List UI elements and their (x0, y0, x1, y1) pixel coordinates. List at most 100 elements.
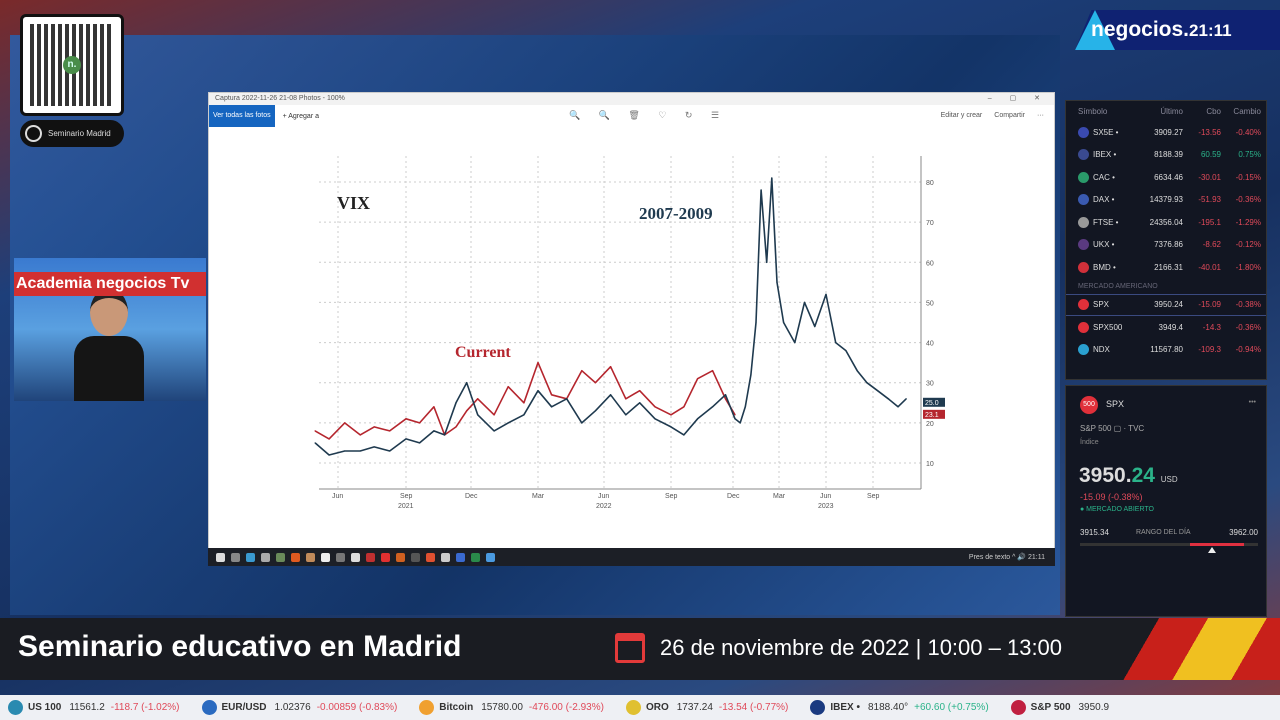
y-tick-label: 10 (926, 461, 934, 468)
data-point (328, 438, 330, 440)
phone-icon (25, 125, 42, 142)
watchlist-row[interactable]: UKX • 7376.86 -8.62 -0.12% (1066, 234, 1266, 257)
window-controls[interactable]: – ▢ ✕ (987, 95, 1048, 102)
vix-chart: 10 20 30 40 50 60 70 80 Jun Sep Dec Mar Jun Sep Dec Mar… (314, 156, 945, 510)
data-point (594, 410, 596, 412)
app-icon[interactable] (426, 552, 435, 562)
watchlist-row[interactable]: CAC • 6634.46 -30.01 -0.15% (1066, 166, 1266, 189)
brand: negocios. (1091, 18, 1190, 41)
more-button[interactable]: ··· (1037, 112, 1044, 119)
app-icon[interactable] (381, 552, 390, 562)
change: -195.1 (1198, 217, 1221, 227)
asset-value: 15780.00 (481, 702, 523, 713)
data-point (639, 390, 641, 392)
data-point (455, 402, 457, 404)
y-tick-label: 30 (926, 381, 934, 388)
asset-name: US 100 (28, 702, 62, 713)
edit-create-button[interactable]: Editar y crear (940, 112, 983, 119)
ticker-item[interactable]: IBEX • 8188.40° +60.60 (+0.75%) (810, 700, 989, 715)
share-button[interactable]: Compartir (994, 112, 1025, 119)
watchlist-row[interactable]: SPX 3950.24 -15.09 -0.38% (1066, 293, 1266, 316)
x-tick-label: Sep (867, 493, 880, 500)
chart-title: VIX (337, 193, 370, 213)
watchlist-row[interactable]: IBEX • 8188.39 60.59 0.75% (1066, 144, 1266, 167)
app-icon[interactable] (336, 552, 345, 562)
watchlist-row[interactable]: SX5E • 3909.27 -13.56 -0.40% (1066, 121, 1266, 144)
day-low: 3915.34 (1080, 528, 1109, 537)
data-point (405, 418, 407, 420)
app-icon[interactable] (276, 552, 285, 562)
add-to-button[interactable]: + Agregar a (282, 112, 319, 120)
last-price: 11567.80 (1150, 345, 1183, 355)
watchlist-row[interactable]: SPX500 3949.4 -14.3 -0.36% (1066, 316, 1266, 339)
taskbar: Pres de texto ^ 🔊 21:11 (208, 548, 1055, 566)
app-icon[interactable] (366, 552, 375, 562)
clock: 21:11 (1189, 21, 1232, 40)
app-icon[interactable] (321, 552, 330, 562)
ticker-item[interactable]: ORO 1737.24 -13.54 (-0.77%) (625, 700, 788, 715)
asset-change: -476.00 (-2.93%) (528, 702, 604, 713)
col-symbol[interactable]: Símbolo (1078, 106, 1108, 116)
watchlist-header: Símbolo Último Cbo Cambio (1066, 101, 1266, 121)
symbol: SPX500 (1093, 322, 1123, 332)
watchlist-row[interactable]: NDX 11567.80 -109.3 -0.94% (1066, 339, 1266, 362)
app-icon[interactable] (231, 552, 240, 562)
app-icon[interactable] (471, 552, 480, 562)
ticker-item[interactable]: EUR/USD 1.02376 -0.00859 (-0.83%) (201, 700, 398, 715)
col-last[interactable]: Último (1160, 106, 1183, 116)
data-point (897, 406, 899, 408)
start-icon[interactable] (216, 552, 225, 562)
watchlist-row[interactable]: DAX • 14379.93 -51.93 -0.36% (1066, 189, 1266, 212)
tool-icons[interactable]: 🔍 🔍 🗑 ♡ ↻ ☰ (569, 110, 728, 120)
watchlist-row[interactable]: FTSE • 24356.04 -195.1 -1.29% (1066, 211, 1266, 234)
data-point (389, 430, 391, 432)
data-point (455, 426, 457, 428)
ticker-item[interactable]: Bitcoin 15780.00 -476.00 (-2.93%) (419, 700, 604, 715)
asset-icon (201, 700, 217, 715)
watchlist-row[interactable]: BMD • 2166.31 -40.01 -1.80% (1066, 256, 1266, 279)
change: -40.01 (1198, 262, 1221, 272)
lower-third-banner: Seminario educativo en Madrid 26 de novi… (0, 618, 1280, 680)
view-all-photos-button[interactable]: Ver todas las fotos (209, 105, 275, 127)
last-price: 7376.86 (1154, 240, 1183, 250)
app-icon[interactable] (411, 552, 420, 562)
ticker-item[interactable]: S&P 500 3950.9 (1010, 700, 1115, 715)
change-pct: -1.29% (1235, 217, 1261, 227)
app-icon[interactable] (456, 552, 465, 562)
app-icon[interactable] (261, 552, 270, 562)
app-icon[interactable] (441, 552, 450, 562)
x-tick-label: Dec (727, 493, 740, 500)
col-pct[interactable]: Cambio (1233, 106, 1261, 116)
col-change[interactable]: Cbo (1206, 106, 1221, 116)
data-point (609, 366, 612, 368)
data-point (507, 422, 509, 424)
app-icon[interactable] (306, 552, 315, 562)
ticker-item[interactable]: US 100 11561.2 -118.7 (-1.02%) (8, 700, 180, 715)
more-button[interactable]: ••• (1248, 399, 1256, 406)
last-value-label: 23.1 (925, 412, 939, 419)
data-point (373, 446, 375, 448)
data-point (683, 434, 685, 436)
app-icon[interactable] (396, 552, 405, 562)
asset-change: -0.00859 (-0.83%) (316, 702, 398, 713)
last-price: 3909.27 (1154, 127, 1183, 137)
quote-price: 3950.24 USD (1079, 464, 1178, 488)
asset-icon (419, 700, 435, 715)
data-point (581, 370, 583, 372)
symbol: CAC • (1093, 172, 1115, 182)
app-icon[interactable] (351, 552, 360, 562)
change: -13.56 (1198, 127, 1221, 137)
webcam-feed: Academia negocios Tv (14, 258, 206, 401)
data-point (803, 301, 806, 304)
x-tick-label: Jun (598, 493, 609, 500)
webcam-title: Academia negocios Tv (14, 272, 206, 296)
x-year-label: 2023 (818, 503, 834, 510)
app-icon[interactable] (486, 552, 495, 562)
change-pct: -0.15% (1235, 172, 1261, 182)
app-icon[interactable] (246, 552, 255, 562)
data-point (639, 402, 641, 404)
system-tray[interactable]: Pres de texto ^ 🔊 21:11 (968, 554, 1045, 561)
data-point (314, 442, 316, 444)
app-icon[interactable] (291, 552, 300, 562)
data-point (507, 386, 509, 388)
